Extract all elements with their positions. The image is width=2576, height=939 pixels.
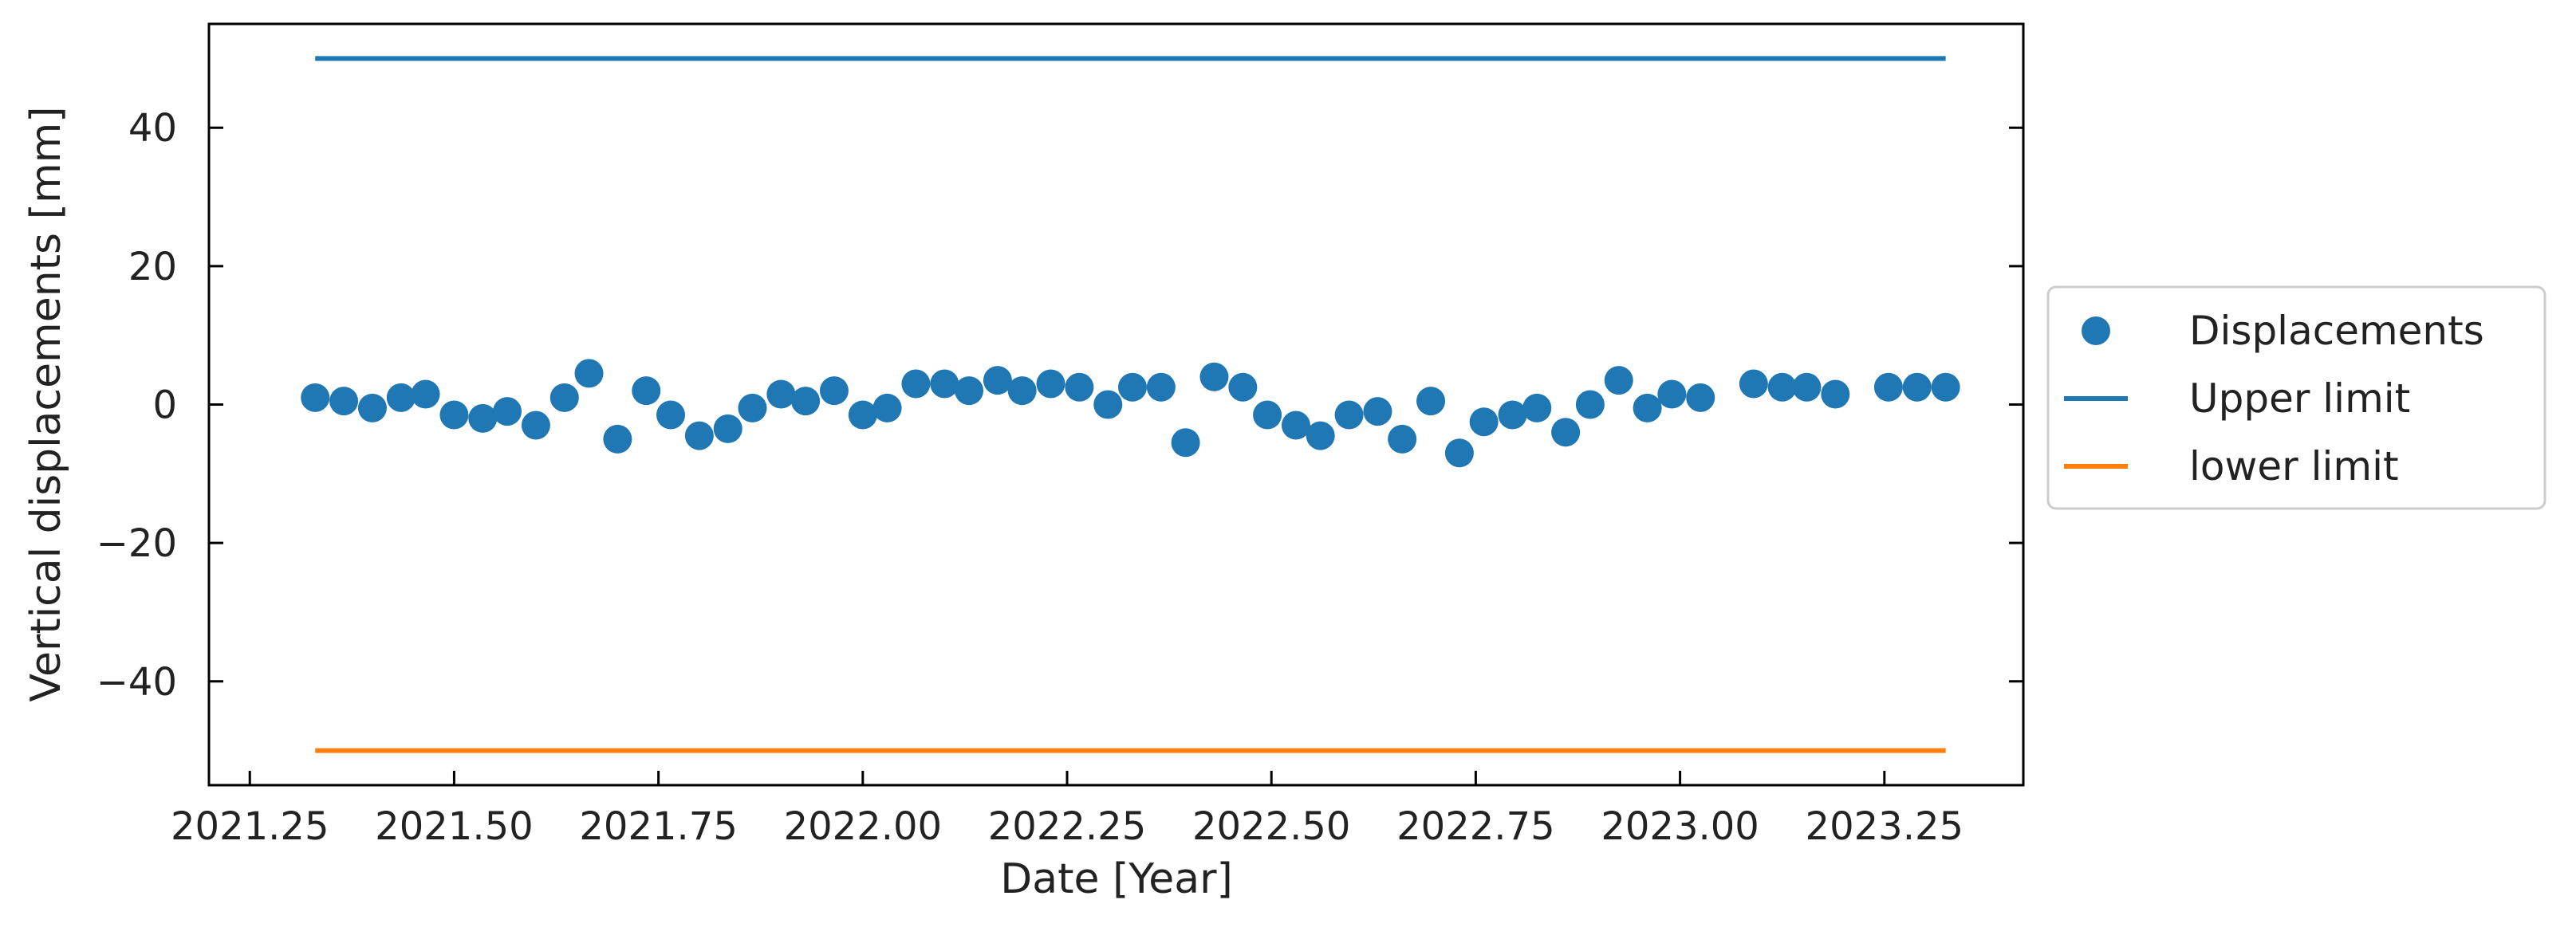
data-point [1253,400,1282,430]
data-point [1686,383,1715,412]
data-point [791,387,821,416]
x-axis: 2021.25 2021.50 2021.75 2022.00 2022.25 2022.… [171,771,1964,849]
y-tick-label: 0 [152,383,177,428]
data-point [901,369,931,399]
data-point [656,400,685,430]
y-tick-label: 40 [128,106,177,151]
data-point [983,366,1012,395]
data-point [1388,424,1417,454]
legend-marker-0 [2082,316,2110,345]
data-point [1792,372,1822,402]
data-point [1306,421,1335,450]
x-tick-label: 2022.25 [988,804,1147,849]
x-tick-label: 2023.00 [1601,804,1759,849]
data-point [766,379,796,409]
data-point [1416,387,1446,416]
data-point [848,400,877,430]
data-point [411,379,440,409]
data-point [1363,397,1392,426]
data-point [632,376,661,406]
data-point [493,397,522,426]
data-point [1551,418,1581,447]
x-tick-label: 2021.25 [171,804,329,849]
data-point [1281,411,1310,440]
data-point [930,369,959,399]
data-point [1117,372,1147,402]
data-point [549,383,579,412]
y-axis: −40 −20 0 20 40 [97,106,2023,705]
data-point [1036,369,1065,399]
x-tick-label: 2023.25 [1806,804,1964,849]
x-axis-label: Date [Year] [1000,855,1232,903]
data-point [955,376,984,406]
data-point [357,393,387,422]
data-point [1334,400,1364,430]
data-point [1146,372,1176,402]
data-point [603,424,632,454]
data-point [1902,372,1932,402]
legend-box [2046,285,2546,510]
plot-layer [301,56,1960,753]
y-tick-label: 20 [128,245,177,289]
data-point [1444,438,1474,468]
data-point [1093,390,1123,419]
data-point [1469,407,1499,437]
data-point [872,393,902,422]
data-point [574,359,604,388]
x-tick-label: 2021.75 [579,804,738,849]
data-point [1657,379,1687,409]
data-point [468,403,498,433]
data-point [1199,362,1229,391]
data-point [1739,369,1768,399]
x-tick-label: 2022.00 [784,804,943,849]
y-axis-label: Vertical displacements [mm] [22,106,70,701]
legend-label-0: Displacements [2189,308,2484,354]
legend: Displacements Upper limit lower limit [2046,285,2546,510]
data-point [819,376,849,406]
y-tick-label: −20 [97,521,177,566]
data-point [1821,379,1850,409]
data-point [1633,393,1662,422]
data-point [1171,428,1200,458]
x-tick-label: 2022.75 [1396,804,1555,849]
data-point [1522,393,1552,422]
data-point [713,414,742,443]
data-point [521,411,550,440]
data-point [1065,372,1094,402]
legend-label-1: Upper limit [2189,375,2410,422]
data-point [439,400,469,430]
data-point [738,393,767,422]
y-tick-label: −40 [97,660,177,705]
x-tick-label: 2021.50 [375,804,534,849]
data-point [1228,372,1258,402]
data-point [1604,366,1633,395]
x-tick-label: 2022.50 [1192,804,1351,849]
data-point [329,387,359,416]
data-point [386,383,416,412]
legend-label-2: lower limit [2189,443,2399,489]
data-point [1767,372,1797,402]
data-point [1931,372,1960,402]
data-point [684,421,714,450]
data-point [1007,376,1037,406]
data-point [1873,372,1903,402]
data-point [301,383,330,412]
data-point [1575,390,1605,419]
data-point [1498,400,1527,430]
